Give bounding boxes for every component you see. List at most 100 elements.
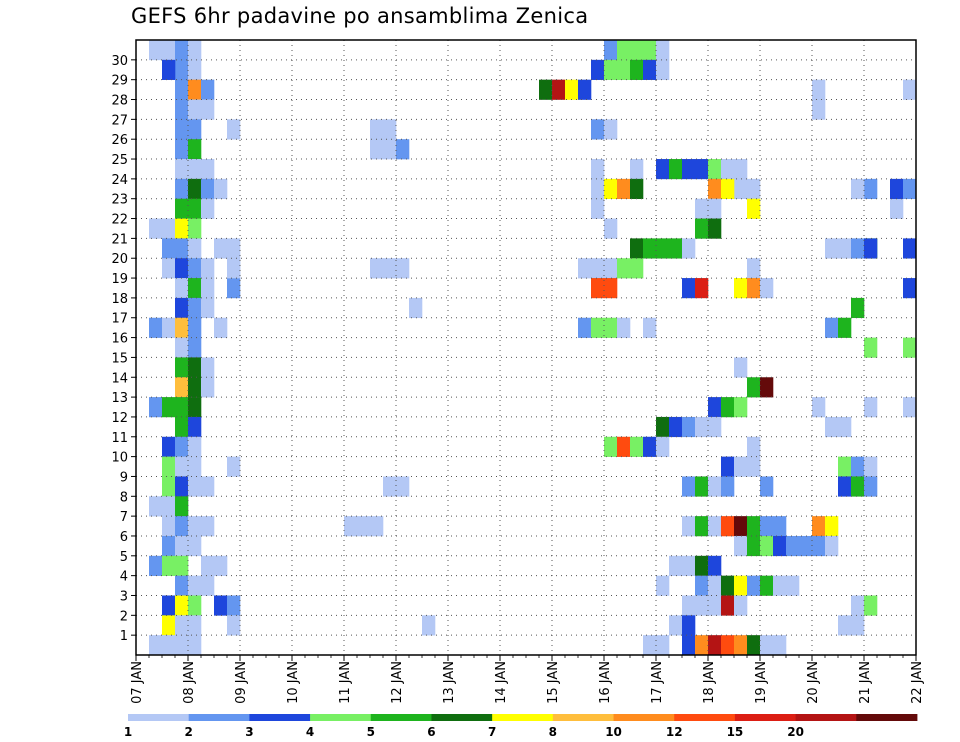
heatmap-cell (175, 337, 189, 358)
heatmap-cell (162, 496, 176, 517)
heatmap-cell (747, 535, 761, 557)
y-tick-label: 2 (120, 609, 128, 624)
heatmap-cell (851, 595, 865, 616)
colorbar-label: 3 (245, 725, 253, 739)
heatmap-cell (162, 40, 176, 61)
heatmap-cell (175, 496, 189, 517)
heatmap-cell (188, 476, 202, 497)
heatmap-cell (682, 635, 696, 656)
y-tick-label: 6 (120, 530, 128, 545)
heatmap-cell (630, 40, 644, 61)
heatmap-cell (656, 416, 670, 438)
heatmap-cell (903, 337, 917, 358)
heatmap-cell (617, 178, 631, 200)
heatmap-cell (175, 377, 189, 398)
heatmap-cell (708, 635, 722, 656)
heatmap-cell (188, 337, 202, 358)
heatmap-cell (799, 535, 813, 557)
heatmap-cell (760, 476, 774, 497)
y-tick-label: 28 (111, 94, 128, 109)
heatmap-cell (630, 238, 644, 259)
heatmap-cell (825, 516, 839, 537)
heatmap-cell (214, 595, 228, 616)
heatmap-cell (851, 615, 865, 636)
heatmap-cell (175, 178, 189, 200)
heatmap-cell (578, 79, 592, 100)
heatmap-cell (175, 416, 189, 438)
heatmap-cell (851, 476, 865, 497)
heatmap-cell (201, 516, 215, 537)
heatmap-cell (734, 456, 748, 477)
heatmap-cell (721, 159, 735, 180)
x-tick-label: 09 JAN (234, 661, 249, 704)
heatmap-cell (201, 555, 215, 576)
heatmap-cell (201, 357, 215, 378)
y-tick-label: 8 (120, 490, 128, 505)
heatmap-cell (747, 516, 761, 537)
heatmap-cell (201, 258, 215, 279)
heatmap-cell (695, 159, 709, 180)
heatmap-cell (708, 416, 722, 438)
heatmap-cell (773, 575, 787, 596)
colorbar-swatch (249, 714, 311, 721)
heatmap-cell (175, 258, 189, 279)
x-tick-label: 07 JAN (130, 661, 145, 704)
heatmap-cell (903, 278, 917, 299)
heatmap-cell (864, 595, 878, 616)
heatmap-cell (838, 317, 852, 338)
heatmap-cell (149, 397, 163, 418)
y-tick-label: 3 (120, 589, 128, 604)
heatmap-cell (383, 258, 397, 279)
heatmap-cell (812, 99, 826, 120)
y-tick-label: 18 (111, 292, 128, 307)
heatmap-cell (188, 615, 202, 636)
heatmap-cell (708, 218, 722, 239)
x-tick-label: 11 JAN (338, 661, 353, 704)
heatmap-cell (643, 436, 657, 457)
heatmap-cell (903, 178, 917, 200)
heatmap-cell (175, 635, 189, 656)
heatmap-cell (591, 119, 605, 140)
heatmap-cell (175, 575, 189, 596)
heatmap-cell (175, 40, 189, 61)
heatmap-cell (539, 79, 553, 100)
heatmap-cell (149, 496, 163, 517)
heatmap-cell (201, 377, 215, 398)
heatmap-cell (721, 635, 735, 656)
heatmap-cell (695, 555, 709, 576)
heatmap-cell (227, 278, 241, 299)
plot-frame (135, 39, 917, 656)
heatmap-cell (227, 119, 241, 140)
heatmap-cell (396, 476, 410, 497)
heatmap-cell (162, 436, 176, 457)
heatmap-cell (188, 119, 202, 140)
colorbar-swatch (795, 714, 857, 721)
heatmap-cell (708, 595, 722, 616)
heatmap-cell (708, 575, 722, 596)
colorbar-swatch (734, 714, 797, 721)
heatmap-cell (201, 79, 215, 100)
y-tick-label: 1 (120, 629, 128, 644)
heatmap-cell (162, 555, 176, 576)
heatmap-cell (760, 278, 774, 299)
heatmap-cell (188, 535, 202, 557)
heatmap-cell (188, 258, 202, 279)
heatmap-cell (669, 416, 683, 438)
heatmap-cell (656, 436, 670, 457)
heatmap-cell (656, 59, 670, 80)
y-tick-label: 5 (120, 550, 128, 565)
colorbar-swatch (552, 714, 614, 721)
heatmap-cell (838, 476, 852, 497)
heatmap-cell (162, 59, 176, 80)
heatmap-cell (721, 595, 735, 616)
heatmap-cell (695, 516, 709, 537)
x-tick-label: 18 JAN (702, 661, 717, 704)
heatmap-cell (604, 258, 618, 279)
heatmap-cell (591, 178, 605, 200)
heatmap-cell (734, 516, 748, 537)
heatmap-cell (370, 258, 384, 279)
y-tick-label: 12 (111, 411, 128, 426)
heatmap-cell (188, 317, 202, 338)
y-tick-label: 24 (111, 173, 128, 188)
